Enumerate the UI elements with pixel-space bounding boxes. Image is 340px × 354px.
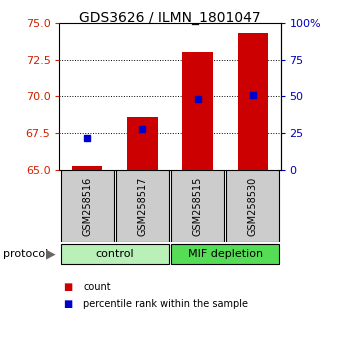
Bar <box>116 170 169 242</box>
Bar <box>61 170 114 242</box>
Text: GDS3626 / ILMN_1801047: GDS3626 / ILMN_1801047 <box>79 11 261 25</box>
Text: control: control <box>96 249 134 259</box>
Bar <box>238 33 268 170</box>
Text: ■: ■ <box>63 282 72 292</box>
Text: GSM258515: GSM258515 <box>193 177 203 236</box>
Text: GSM258530: GSM258530 <box>248 177 258 236</box>
Bar <box>226 170 279 242</box>
Bar <box>61 244 169 264</box>
Text: count: count <box>83 282 111 292</box>
Text: GSM258516: GSM258516 <box>82 177 92 236</box>
Bar <box>171 244 279 264</box>
Bar <box>127 117 157 170</box>
Bar <box>171 170 224 242</box>
Text: ▶: ▶ <box>46 247 55 261</box>
Text: ■: ■ <box>63 299 72 309</box>
Text: MIF depletion: MIF depletion <box>188 249 263 259</box>
Text: percentile rank within the sample: percentile rank within the sample <box>83 299 248 309</box>
Bar <box>72 166 102 170</box>
Bar <box>183 52 213 170</box>
Text: GSM258517: GSM258517 <box>137 177 147 236</box>
Text: protocol: protocol <box>3 249 49 259</box>
